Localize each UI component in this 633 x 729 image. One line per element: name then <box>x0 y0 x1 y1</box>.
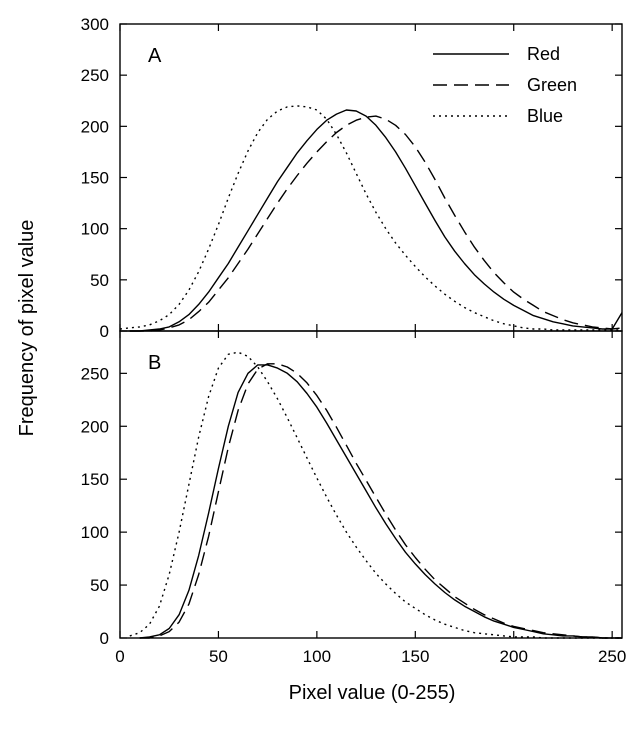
y-tick-label: 300 <box>81 15 109 34</box>
y-tick-label: 200 <box>81 117 109 136</box>
series-line-red <box>139 364 622 639</box>
y-tick-label: 50 <box>90 576 109 595</box>
x-tick-label: 200 <box>500 647 528 666</box>
x-tick-label: 150 <box>401 647 429 666</box>
x-tick-label: 50 <box>209 647 228 666</box>
x-tick-label: 250 <box>598 647 626 666</box>
y-tick-label: 0 <box>100 322 109 341</box>
y-tick-label: 250 <box>81 364 109 383</box>
chart-panels: 0 50 100 150 200 250 300 A 0 50 100 150 200 250 0 50 100… <box>81 15 627 666</box>
y-tick-label: 200 <box>81 417 109 436</box>
legend: Red Green Blue <box>433 44 577 126</box>
y-tick-label: 100 <box>81 220 109 239</box>
series-line-blue <box>129 351 622 639</box>
series-line-red <box>129 109 623 332</box>
panel-b: 0 50 100 150 200 250 0 50 100 150 200 250 B <box>81 330 626 666</box>
series-line-green <box>139 363 622 639</box>
panel-label: B <box>148 352 161 374</box>
y-tick-label: 100 <box>81 523 109 542</box>
y-axis-title: Frequency of pixel value <box>16 220 38 437</box>
series-line-blue <box>119 105 622 331</box>
plot-frame <box>119 330 623 639</box>
y-tick-label: 250 <box>81 66 109 85</box>
x-axis-title: Pixel value (0-255) <box>289 682 456 704</box>
y-tick-label: 150 <box>81 470 109 489</box>
plot-frame <box>119 23 623 332</box>
legend-label-green: Green <box>527 75 577 95</box>
series-line-green <box>129 115 623 332</box>
panel-a: 0 50 100 150 200 250 300 A <box>81 15 623 341</box>
y-tick-label: 50 <box>90 271 109 290</box>
panel-label: A <box>148 45 162 67</box>
x-tick-label: 100 <box>303 647 331 666</box>
legend-label-red: Red <box>527 44 560 64</box>
y-tick-label: 0 <box>100 629 109 648</box>
y-tick-label: 150 <box>81 169 109 188</box>
legend-label-blue: Blue <box>527 106 563 126</box>
x-tick-label: 0 <box>115 647 124 666</box>
